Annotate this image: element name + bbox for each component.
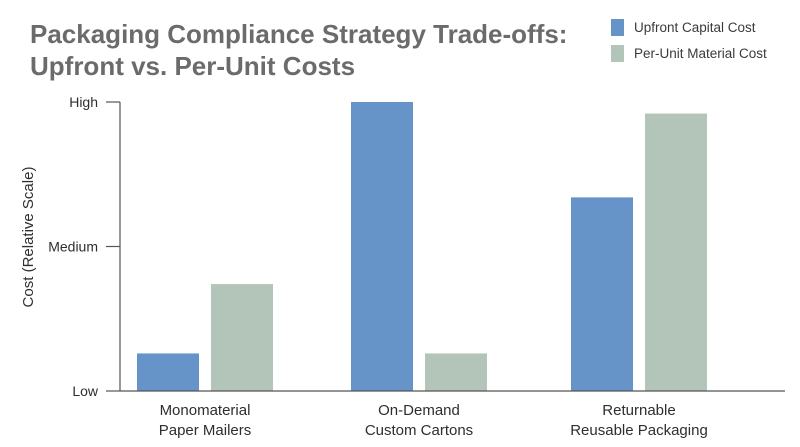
x-category-label-2: Returnable Reusable Packaging <box>570 402 708 439</box>
chart-title-line-1: Packaging Compliance Strategy Trade-offs… <box>30 19 568 49</box>
x-category-label-1-line-0: On-Demand <box>378 402 460 419</box>
x-category-label-2-line-1: Reusable Packaging <box>570 422 708 439</box>
bar-upfront-capital-cost-1 <box>351 102 413 391</box>
bar-per-unit-material-cost-0 <box>211 284 273 391</box>
y-axis-title: Cost (Relative Scale) <box>20 167 37 308</box>
legend-label-per-unit-material-cost: Per-Unit Material Cost <box>634 45 767 61</box>
chart-title-line-2: Upfront vs. Per-Unit Costs <box>30 51 356 81</box>
bar-per-unit-material-cost-2 <box>645 113 707 391</box>
x-category-label-1: On-Demand Custom Cartons <box>365 402 473 439</box>
y-tick-label-high: High <box>69 94 98 110</box>
chart-legend: Upfront Capital Cost Per-Unit Material C… <box>611 18 796 70</box>
legend-label-upfront-capital-cost: Upfront Capital Cost <box>634 19 756 35</box>
bar-upfront-capital-cost-0 <box>137 353 199 391</box>
legend-item-per-unit-material-cost: Per-Unit Material Cost <box>611 44 796 62</box>
y-tick-label-medium: Medium <box>48 239 98 255</box>
legend-item-upfront-capital-cost: Upfront Capital Cost <box>611 18 796 36</box>
bar-upfront-capital-cost-2 <box>571 197 633 391</box>
chart-title: Packaging Compliance Strategy Trade-offs… <box>30 18 590 82</box>
bar-per-unit-material-cost-1 <box>425 353 487 391</box>
x-category-label-1-line-1: Custom Cartons <box>365 422 473 439</box>
legend-swatch-per-unit-material-cost <box>611 44 624 62</box>
legend-swatch-upfront-capital-cost <box>611 18 624 36</box>
x-category-label-0: Monomaterial Paper Mailers <box>159 402 252 439</box>
x-category-label-2-line-0: Returnable <box>602 402 675 419</box>
x-category-label-0-line-1: Paper Mailers <box>159 422 252 439</box>
y-tick-label-low: Low <box>72 383 99 399</box>
x-category-label-0-line-0: Monomaterial <box>160 402 251 419</box>
